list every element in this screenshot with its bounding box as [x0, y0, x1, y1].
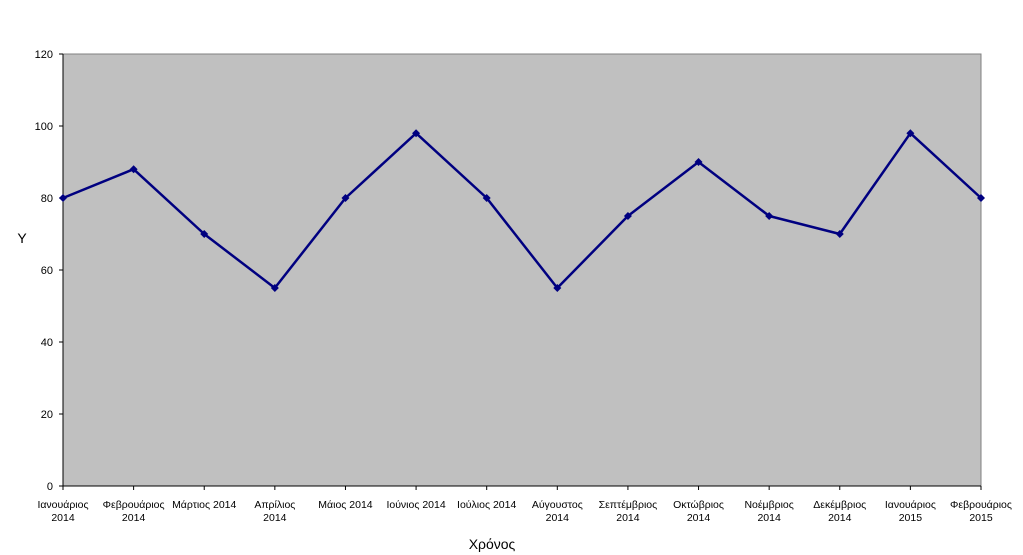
- data-point-marker: [623, 212, 632, 220]
- data-point-marker: [835, 230, 844, 238]
- x-tick-label: Ιανουάριος 2015: [885, 499, 936, 524]
- data-point-marker: [482, 194, 491, 202]
- x-tick-label: Σεπτέμβριος 2014: [599, 499, 658, 524]
- series-line: [62, 131, 982, 290]
- data-point-marker: [977, 194, 985, 202]
- x-tick-label: Αύγουστος 2014: [532, 499, 583, 524]
- data-point-marker: [553, 284, 562, 292]
- data-point-marker: [765, 212, 774, 220]
- x-tick-label: Ιούλιος 2014: [457, 499, 516, 511]
- y-tick-label: 40: [41, 337, 53, 349]
- x-tick-label: Φεβρουάριος 2014: [103, 499, 165, 524]
- x-tick-label: Δεκέμβριος 2014: [813, 499, 866, 524]
- x-tick-label: Μάρτιος 2014: [172, 499, 236, 511]
- x-tick-label: Φεβρουάριος 2015: [950, 499, 1012, 524]
- y-tick-label: 60: [41, 265, 53, 277]
- x-tick-label: Ιανουάριος 2014: [37, 499, 88, 524]
- data-point-marker: [200, 230, 209, 238]
- data-point-marker: [341, 194, 350, 202]
- plot-area: [62, 53, 982, 487]
- x-tick-label: Ιούνιος 2014: [386, 499, 445, 511]
- y-axis-title: Υ: [17, 230, 27, 246]
- data-point-marker: [412, 129, 421, 138]
- x-tick-label: Οκτώβριος 2014: [673, 499, 724, 524]
- data-point-marker: [59, 194, 67, 202]
- y-tick-label: 80: [41, 193, 53, 205]
- x-axis-ticks: Ιανουάριος 2014 Φεβρουάριος 2014 Μάρτιος 201…: [37, 486, 1012, 524]
- data-point-marker: [270, 284, 279, 292]
- y-tick-label: 20: [41, 409, 53, 421]
- y-axis-ticks: 0 20 40 60 80 100 120: [35, 49, 63, 493]
- x-tick-label: Απρίλιος 2014: [254, 499, 295, 524]
- y-tick-label: 120: [35, 49, 53, 61]
- data-point-marker: [694, 158, 703, 166]
- series-markers: [59, 129, 985, 292]
- data-point-marker: [906, 129, 915, 138]
- x-tick-label: Μάιος 2014: [318, 499, 372, 511]
- x-axis-title: Χρόνος: [469, 536, 516, 552]
- y-tick-label: 100: [35, 121, 53, 133]
- data-point-marker: [129, 165, 138, 174]
- y-tick-label: 0: [47, 481, 53, 493]
- x-tick-label: Νοέμβριος 2014: [744, 499, 793, 524]
